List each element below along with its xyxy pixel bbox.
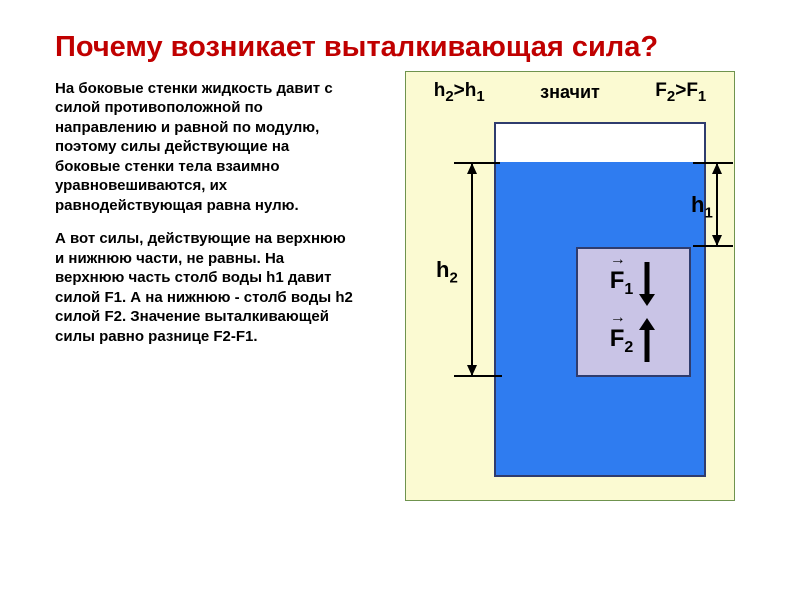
diagram-header: h2>h1 значит F2>F1 <box>406 80 734 105</box>
label-h1: h1 <box>691 192 713 221</box>
force-f2: F2 <box>610 318 658 364</box>
arrow-up-icon <box>637 318 657 364</box>
slide-title: Почему возникает выталкивающая сила? <box>55 30 760 65</box>
rel-h2-gt-h1: h2>h1 <box>434 80 485 105</box>
header-mid: значит <box>540 82 600 103</box>
diagram-panel: h2>h1 значит F2>F1 <box>405 71 735 501</box>
label-h2: h2 <box>436 257 458 286</box>
slide: Почему возникает выталкивающая сила? На … <box>0 0 800 600</box>
arrow-down-icon <box>637 260 657 306</box>
paragraph-2: А вот силы, действующие на верхнюю и ниж… <box>55 229 355 346</box>
paragraph-1: На боковые стенки жидкость давит с силой… <box>55 79 355 216</box>
label-f1: F1 <box>610 267 634 299</box>
dimension-h1: h1 <box>693 162 743 247</box>
text-column: На боковые стенки жидкость давит с силой… <box>55 79 355 501</box>
diagram-column: h2>h1 значит F2>F1 <box>375 79 760 501</box>
content-row: На боковые стенки жидкость давит с силой… <box>55 79 760 501</box>
label-f2: F2 <box>610 325 634 357</box>
dimension-h2: h2 <box>442 162 502 377</box>
rel-f2-gt-f1: F2>F1 <box>655 80 706 105</box>
inner-box: F1 F2 <box>576 247 691 377</box>
force-f1: F1 <box>610 260 658 306</box>
